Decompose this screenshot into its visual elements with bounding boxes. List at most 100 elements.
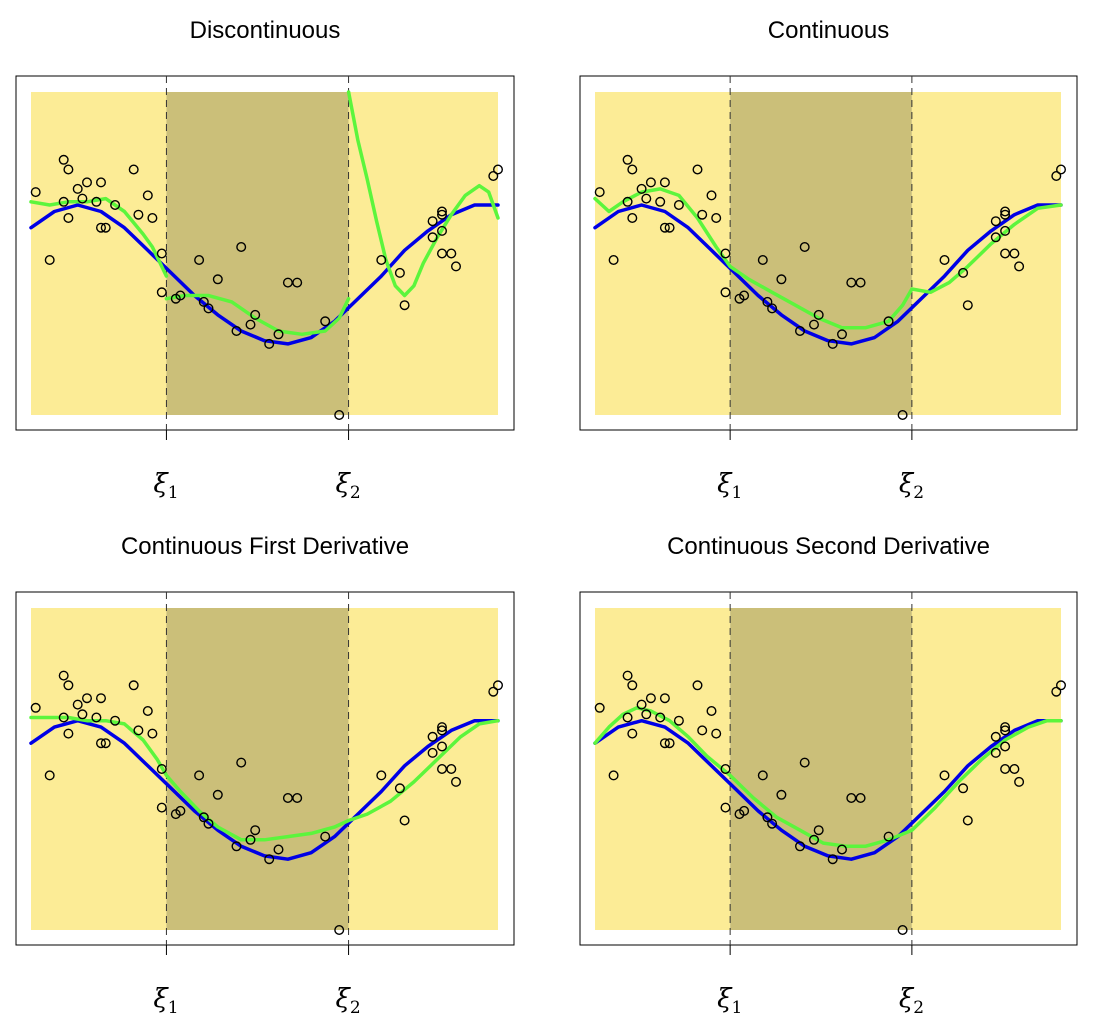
data-point — [320, 316, 331, 327]
data-point — [264, 338, 275, 349]
data-point — [739, 290, 750, 301]
data-point — [63, 164, 74, 175]
data-point — [673, 199, 684, 210]
data-point — [697, 725, 708, 736]
data-point — [627, 212, 638, 223]
data-point — [813, 309, 824, 320]
data-point — [376, 254, 387, 265]
data-point — [659, 177, 670, 188]
data-point — [427, 731, 438, 742]
data-point — [799, 757, 810, 768]
data-point — [100, 222, 111, 233]
data-point — [30, 187, 41, 198]
data-point — [142, 706, 153, 717]
data-point — [795, 326, 806, 337]
left-region — [31, 92, 167, 415]
data-point — [451, 776, 462, 787]
data-point — [58, 154, 69, 165]
data-point — [44, 254, 55, 265]
data-point — [664, 738, 675, 749]
data-point — [608, 254, 619, 265]
data-point — [58, 712, 69, 723]
data-point — [203, 818, 214, 829]
data-point — [1009, 764, 1020, 775]
panel-3: Continuous First Derivative ξ1 ξ2 — [15, 533, 515, 1015]
panel-4: Continuous Second Derivative ξ1 ξ2 — [579, 533, 1078, 1015]
data-point — [292, 793, 303, 804]
data-point — [692, 680, 703, 691]
data-point — [212, 789, 223, 800]
data-point — [659, 738, 670, 749]
data-point — [264, 854, 275, 865]
data-point — [175, 805, 186, 816]
left-region — [31, 608, 167, 930]
data-point — [1051, 170, 1062, 181]
data-point — [795, 841, 806, 852]
data-point — [897, 925, 908, 936]
data-point — [63, 680, 74, 691]
data-point — [427, 232, 438, 243]
data-point — [697, 209, 708, 220]
data-point — [711, 728, 722, 739]
data-point — [594, 187, 605, 198]
panel-frame — [579, 75, 1078, 431]
fit-segment-1 — [29, 715, 500, 842]
data-point — [720, 764, 731, 775]
data-point — [91, 712, 102, 723]
data-point — [437, 722, 448, 733]
data-point — [1000, 248, 1011, 259]
data-point — [198, 296, 209, 307]
data-point — [990, 731, 1001, 742]
data-point — [194, 254, 205, 265]
data-point — [147, 728, 158, 739]
data-point — [44, 770, 55, 781]
data-point — [767, 818, 778, 829]
left-region — [595, 608, 731, 930]
data-point — [399, 815, 410, 826]
data-point — [711, 212, 722, 223]
data-point — [855, 277, 866, 288]
data-point — [837, 329, 848, 340]
data-point — [645, 177, 656, 188]
data-point — [58, 670, 69, 681]
middle-region — [166, 92, 349, 415]
data-point — [95, 738, 106, 749]
data-point — [437, 725, 448, 736]
data-point — [273, 844, 284, 855]
data-point — [897, 410, 908, 421]
data-point — [376, 770, 387, 781]
data-point — [427, 216, 438, 227]
data-point — [212, 274, 223, 285]
data-point — [95, 177, 106, 188]
data-point — [128, 680, 139, 691]
data-point — [175, 290, 186, 301]
data-point — [110, 199, 121, 210]
true-function-line — [29, 718, 500, 861]
data-point — [594, 702, 605, 713]
data-point — [1055, 164, 1066, 175]
data-point — [659, 222, 670, 233]
data-point — [81, 693, 92, 704]
data-point — [1000, 722, 1011, 733]
data-point — [95, 222, 106, 233]
data-point — [939, 254, 950, 265]
data-point — [1000, 209, 1011, 220]
panel-title: Continuous — [768, 17, 889, 44]
data-point — [156, 287, 167, 298]
true-function-line — [29, 203, 500, 346]
data-point — [757, 254, 768, 265]
data-point — [855, 793, 866, 804]
data-point — [692, 164, 703, 175]
data-point — [292, 277, 303, 288]
data-point — [236, 757, 247, 768]
data-point — [58, 196, 69, 207]
data-point — [63, 212, 74, 223]
right-region — [911, 92, 1061, 415]
data-point — [827, 338, 838, 349]
data-point — [706, 190, 717, 201]
panel-title: Continuous Second Derivative — [667, 533, 990, 560]
data-point — [655, 712, 666, 723]
data-point — [156, 764, 167, 775]
data-point — [30, 702, 41, 713]
data-point — [203, 303, 214, 314]
